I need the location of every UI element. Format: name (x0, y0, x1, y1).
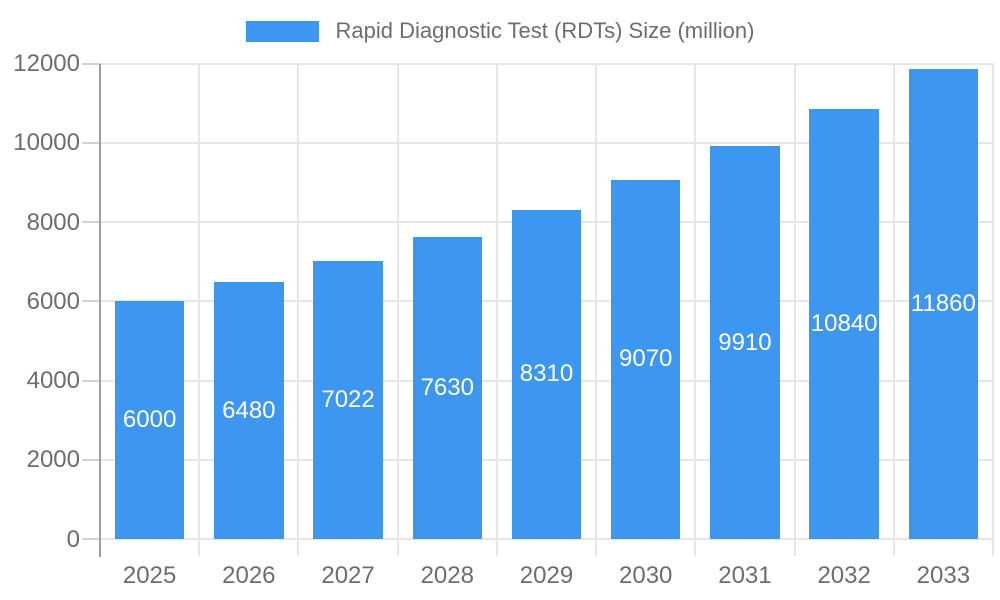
legend-swatch (245, 20, 319, 42)
y-tick-mark (82, 62, 100, 65)
bar-value-label: 7630 (420, 373, 474, 401)
y-axis-label: 4000 (26, 367, 80, 394)
x-axis-label-2030: 2030 (619, 562, 673, 589)
y-tick-mark (82, 141, 100, 144)
x-gridline (793, 63, 796, 556)
y-axis-label: 0 (66, 525, 80, 553)
y-gridline (100, 62, 993, 65)
x-axis-label-2027: 2027 (321, 562, 375, 589)
y-axis-line (99, 63, 101, 557)
y-gridline (100, 141, 993, 144)
x-gridline (694, 63, 697, 556)
bar-value-label: 7022 (321, 385, 375, 413)
x-axis-label-2031: 2031 (718, 562, 772, 589)
y-tick-mark (82, 221, 100, 223)
bar-2025[interactable]: 6000 (114, 301, 185, 539)
y-tick-mark (82, 300, 100, 303)
y-tick-mark (82, 379, 100, 382)
x-axis-label-2026: 2026 (222, 562, 276, 589)
x-axis-label-2029: 2029 (519, 562, 574, 589)
y-axis-label: 10000 (13, 129, 80, 157)
x-gridline (396, 63, 399, 556)
x-gridline (595, 63, 598, 556)
x-axis-label-2028: 2028 (420, 562, 474, 589)
y-axis-label: 6000 (26, 287, 80, 315)
y-tick-mark (82, 458, 100, 461)
bar-2026[interactable]: 6480 (214, 282, 284, 539)
bar-2030[interactable]: 9070 (610, 179, 681, 539)
y-gridline (100, 538, 993, 540)
bar-2033[interactable]: 11860 (908, 69, 979, 539)
x-gridline (892, 63, 895, 556)
y-axis-label: 8000 (26, 208, 80, 236)
bar-value-label: 10840 (810, 310, 878, 338)
y-tick-mark (82, 538, 100, 540)
x-gridline (992, 63, 994, 556)
bar-2028[interactable]: 7630 (412, 236, 482, 539)
x-gridline (495, 63, 498, 556)
x-axis-label-2033: 2033 (916, 562, 971, 589)
bar-2029[interactable]: 8310 (511, 209, 582, 539)
bar-2027[interactable]: 7022 (313, 260, 383, 539)
y-axis-label: 12000 (13, 50, 80, 77)
x-axis-label-2025: 2025 (122, 562, 177, 589)
bar-value-label: 11860 (910, 290, 976, 318)
bar-value-label: 9070 (619, 345, 673, 373)
x-axis-label-2032: 2032 (817, 562, 871, 589)
bar-2031[interactable]: 9910 (710, 146, 780, 539)
bar-value-label: 9910 (718, 328, 772, 356)
x-gridline (198, 63, 201, 556)
x-gridline (297, 63, 300, 556)
bar-2032[interactable]: 10840 (809, 109, 879, 539)
bar-value-label: 8310 (519, 360, 574, 388)
legend-label: Rapid Diagnostic Test (RDTs) Size (milli… (335, 18, 755, 43)
y-axis-label: 2000 (26, 446, 80, 474)
legend[interactable]: Rapid Diagnostic Test (RDTs) Size (milli… (0, 19, 1000, 43)
bar-value-label: 6000 (122, 406, 177, 434)
bar-value-label: 6480 (222, 396, 276, 424)
